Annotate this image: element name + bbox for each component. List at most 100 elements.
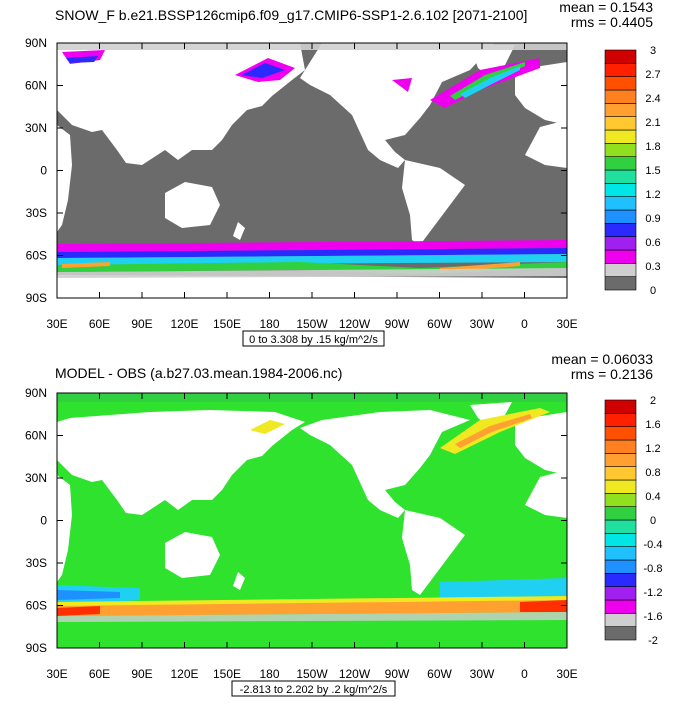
colorbar-label: 2.1: [645, 117, 660, 129]
colorbar-swatch: [604, 236, 637, 251]
rms-label: rms = 0.4405: [571, 14, 653, 30]
rms-label: rms = 0.2136: [571, 366, 653, 382]
colorbar-swatch: [604, 493, 637, 507]
band-southern-cyan: [57, 254, 567, 265]
colorbar-label: 0.9: [645, 213, 660, 225]
colorbar-swatch: [604, 209, 637, 224]
x-tick-label: 90W: [385, 667, 410, 681]
colorbar-label: 0: [650, 285, 656, 297]
colorbar-swatch: [604, 249, 637, 264]
x-tick-label: 30W: [470, 317, 495, 331]
x-tick-label: 120E: [170, 667, 198, 681]
snowfall-map-svg: SNOW_F b.e21.BSSP126cmip6.f09_g17.CMIP6-…: [25, 0, 661, 347]
range-label-box: [242, 330, 385, 347]
land-africa: [57, 475, 72, 582]
y-tick-label: 90S: [26, 641, 47, 655]
land-australia: [165, 532, 220, 578]
band-southern-red: [57, 606, 100, 616]
land-new-zealand: [233, 222, 245, 240]
band-kamchatka-blue: [242, 63, 285, 78]
colorbar-swatch: [604, 399, 637, 414]
map-title: MODEL - OBS (a.b27.03.mean.1984-2006.nc): [55, 365, 342, 381]
colorbar-swatch: [604, 533, 637, 547]
map-title: SNOW_F b.e21.BSSP126cmip6.f09_g17.CMIP6-…: [55, 7, 527, 23]
band-atlantic-orange: [455, 414, 532, 448]
colorbar-swatch: [604, 479, 637, 494]
colorbar-swatch: [604, 263, 637, 277]
colorbar-swatch: [604, 439, 637, 454]
colorbar-label: 3: [650, 45, 656, 57]
land-new-zealand: [233, 572, 245, 590]
map-area: [56, 42, 568, 299]
y-tick-label: 60S: [26, 599, 47, 613]
map-axes: 30E 60E 90E 120E 150E 180 150W 120W 90W 60W 30W 0 30…: [25, 386, 578, 681]
x-tick-label: 150W: [296, 667, 328, 681]
colorbar-label: -0.4: [644, 539, 663, 551]
x-tick-label: 30E: [46, 667, 67, 681]
colorbar-label: 1.2: [645, 189, 660, 201]
colorbar-swatch: [604, 156, 637, 171]
land-eurasia: [57, 410, 305, 515]
colorbar-label: 2.7: [645, 69, 660, 81]
colorbar-label: 2.4: [645, 93, 660, 105]
colorbar-label: -1.2: [644, 587, 663, 599]
band-southern-yellow: [62, 262, 110, 268]
land-south-america: [402, 160, 465, 245]
colorbar-swatch: [604, 413, 637, 427]
land-europe: [515, 62, 567, 125]
y-tick-label: 30S: [26, 206, 47, 220]
x-tick-label: 30E: [46, 317, 67, 331]
x-tick-label: 120W: [339, 317, 371, 331]
x-tick-label: 180: [259, 667, 279, 681]
land-north-america: [300, 43, 495, 168]
band-southern-skyblue: [57, 590, 120, 600]
mean-label: mean = 0.06033: [551, 351, 653, 367]
colorbar-swatch: [604, 76, 637, 91]
difference-map-svg: MODEL - OBS (a.b27.03.mean.1984-2006.nc)…: [25, 351, 663, 697]
colorbar-swatch: [604, 63, 637, 77]
colorbar: 3 2.7 2.4 2.1 1.8 1.5 1.2 0.9 0.6 0.3 0: [604, 45, 661, 297]
colorbar-swatch: [604, 519, 637, 534]
land-north-america: [300, 410, 470, 518]
colorbar-label: -2: [648, 635, 658, 647]
band-southern-gray: [57, 612, 567, 622]
colorbar-swatch: [604, 506, 637, 521]
band-alaska-magenta: [392, 78, 412, 92]
x-tick-label: 30E: [556, 667, 577, 681]
x-tick-label: 90E: [131, 317, 152, 331]
colorbar-label: 0: [650, 515, 656, 527]
colorbar-swatch: [604, 49, 637, 64]
map-area: [56, 392, 568, 649]
colorbar-swatch: [604, 613, 637, 627]
colorbar-label: -1.6: [644, 611, 663, 623]
land-masses: [57, 402, 567, 595]
colorbar-swatch: [604, 116, 637, 131]
colorbar-label: 1.8: [645, 141, 660, 153]
colorbar-label: 0.8: [645, 467, 660, 479]
colorbar-label: 1.2: [645, 443, 660, 455]
x-tick-label: 90E: [131, 667, 152, 681]
x-tick-label: 150E: [213, 667, 241, 681]
x-tick-label: 30E: [556, 317, 577, 331]
band-kamchatka-yellow: [250, 420, 285, 434]
x-tick-label: 180: [259, 317, 279, 331]
y-tick-label: 30N: [25, 471, 47, 485]
colorbar-swatch: [604, 223, 637, 237]
colorbar-swatch: [604, 586, 637, 601]
colorbar-swatch: [604, 89, 637, 104]
colorbar-swatch: [604, 559, 637, 574]
y-tick-label: 60S: [26, 249, 47, 263]
colorbar-swatch: [604, 143, 637, 157]
colorbar-swatch: [604, 599, 637, 614]
range-label: 0 to 3.308 by .15 kg/m^2/s: [249, 334, 378, 346]
colorbar-swatch: [604, 129, 637, 144]
x-tick-label: 120E: [170, 317, 198, 331]
difference-bands: [57, 393, 567, 622]
colorbar: 2 1.6 1.2 0.8 0.4 0 -0.4 -0.8 -1.2 -1.6 -2: [604, 395, 663, 647]
band-eurasia-blue: [66, 56, 98, 63]
colorbar-swatch: [604, 426, 637, 441]
colorbar-swatch: [604, 196, 637, 211]
colorbar-swatch: [604, 276, 637, 291]
y-tick-label: 90N: [25, 36, 47, 50]
land-africa-west: [525, 120, 567, 168]
